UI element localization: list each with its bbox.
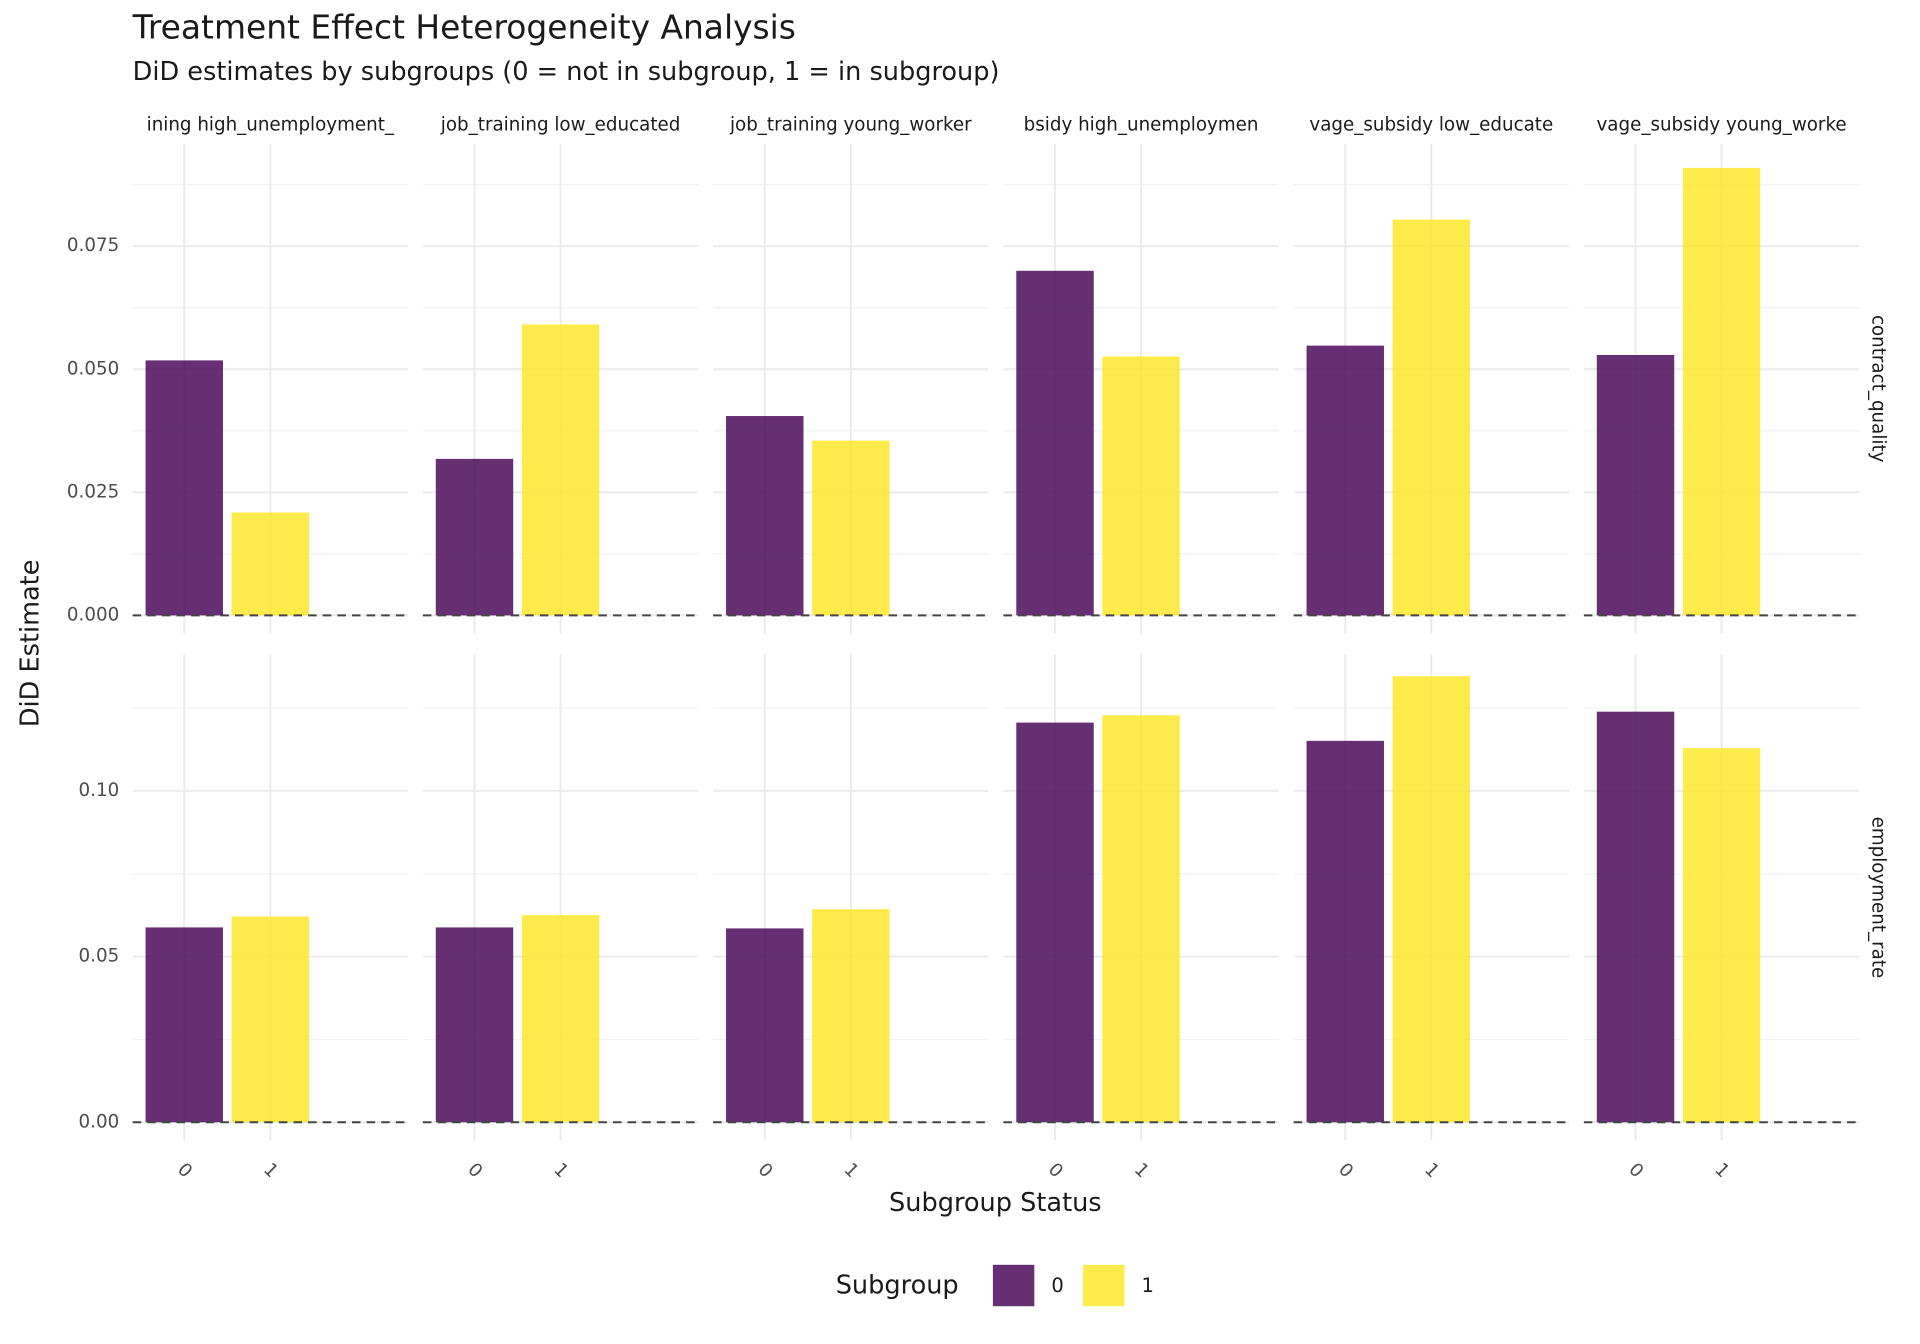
bar bbox=[521, 915, 600, 1123]
legend-label: 1 bbox=[1142, 1274, 1154, 1297]
bar bbox=[1596, 354, 1675, 616]
x-tick-label: 1 bbox=[1130, 1159, 1153, 1182]
bar bbox=[435, 927, 514, 1123]
x-tick-label: 1 bbox=[259, 1159, 282, 1182]
bar bbox=[1682, 748, 1761, 1123]
bar bbox=[1306, 345, 1384, 616]
bar bbox=[231, 512, 310, 616]
y-axis-label: DiD Estimate bbox=[16, 560, 46, 728]
chart-subtitle: DiD estimates by subgroups (0 = not in s… bbox=[133, 57, 1000, 87]
strip-label: vage_subsidy young_worke bbox=[1597, 115, 1847, 136]
x-tick-label: 0 bbox=[1334, 1159, 1357, 1182]
bar bbox=[1102, 356, 1180, 616]
bar bbox=[145, 927, 224, 1123]
bar bbox=[1392, 219, 1471, 616]
strip-label: ining high_unemployment_ bbox=[147, 115, 395, 136]
bar bbox=[726, 416, 804, 616]
bar bbox=[812, 909, 890, 1123]
x-tick-label: 1 bbox=[549, 1159, 572, 1182]
y-tick-label: 0.050 bbox=[67, 358, 119, 379]
bar bbox=[812, 440, 890, 616]
bar bbox=[435, 458, 514, 616]
strip-label: vage_subsidy low_educate bbox=[1309, 115, 1553, 136]
row-strip-label: contract_quality bbox=[1868, 315, 1889, 463]
x-tick-label: 0 bbox=[1624, 1159, 1647, 1182]
legend-swatch bbox=[1083, 1264, 1125, 1307]
row-strip-label: employment_rate bbox=[1868, 817, 1889, 979]
y-tick-label: 0.05 bbox=[79, 946, 120, 967]
bar bbox=[726, 928, 804, 1123]
y-tick-label: 0.10 bbox=[79, 780, 120, 801]
x-tick-label: 1 bbox=[1420, 1159, 1443, 1182]
legend-swatch bbox=[992, 1264, 1035, 1307]
bar bbox=[145, 360, 224, 616]
strip-label: job_training young_worker bbox=[729, 115, 972, 136]
legend-label: 0 bbox=[1051, 1274, 1063, 1297]
x-tick-label: 0 bbox=[173, 1159, 196, 1182]
x-axis-label: Subgroup Status bbox=[889, 1188, 1102, 1218]
x-tick-label: 0 bbox=[463, 1159, 486, 1182]
strip-label: job_training low_educated bbox=[440, 115, 681, 136]
y-tick-label: 0.00 bbox=[79, 1111, 120, 1132]
legend-title: Subgroup bbox=[836, 1271, 959, 1301]
x-tick-label: 0 bbox=[1044, 1159, 1067, 1182]
y-tick-label: 0.000 bbox=[67, 604, 119, 625]
x-tick-label: 1 bbox=[840, 1159, 863, 1182]
strip-label: bsidy high_unemploymen bbox=[1024, 115, 1259, 136]
chart-title: Treatment Effect Heterogeneity Analysis bbox=[132, 8, 796, 47]
bar bbox=[1016, 722, 1094, 1123]
bar bbox=[1596, 711, 1675, 1123]
bar bbox=[1682, 167, 1761, 616]
y-tick-label: 0.075 bbox=[67, 235, 119, 256]
bar bbox=[1306, 740, 1384, 1123]
x-tick-label: 0 bbox=[754, 1159, 777, 1182]
x-tick-label: 1 bbox=[1710, 1159, 1733, 1182]
bar bbox=[521, 324, 600, 616]
bar bbox=[231, 916, 310, 1123]
bar bbox=[1392, 676, 1471, 1123]
y-tick-label: 0.025 bbox=[67, 481, 119, 502]
bar bbox=[1102, 715, 1180, 1123]
bar bbox=[1016, 270, 1094, 616]
